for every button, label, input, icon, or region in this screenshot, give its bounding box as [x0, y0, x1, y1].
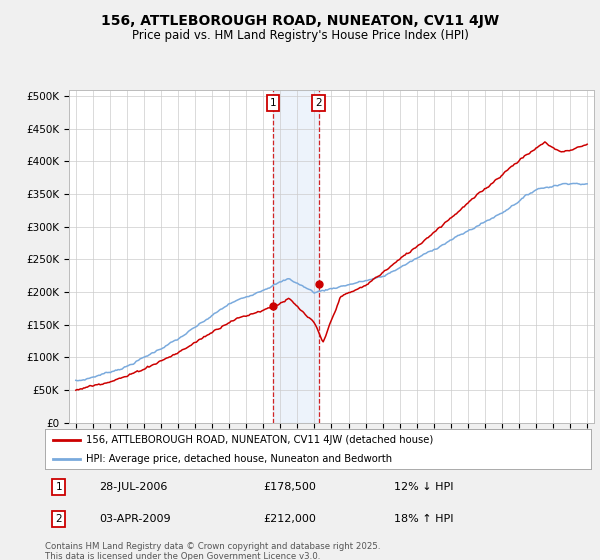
Text: 1: 1 — [270, 97, 277, 108]
Text: 12% ↓ HPI: 12% ↓ HPI — [394, 482, 454, 492]
Bar — [273, 90, 319, 423]
Text: 1: 1 — [55, 482, 62, 492]
Text: 156, ATTLEBOROUGH ROAD, NUNEATON, CV11 4JW (detached house): 156, ATTLEBOROUGH ROAD, NUNEATON, CV11 4… — [86, 435, 433, 445]
Text: 2: 2 — [55, 514, 62, 524]
Text: 28-JUL-2006: 28-JUL-2006 — [100, 482, 168, 492]
Text: Price paid vs. HM Land Registry's House Price Index (HPI): Price paid vs. HM Land Registry's House … — [131, 29, 469, 42]
Text: Contains HM Land Registry data © Crown copyright and database right 2025.
This d: Contains HM Land Registry data © Crown c… — [45, 542, 380, 560]
Text: HPI: Average price, detached house, Nuneaton and Bedworth: HPI: Average price, detached house, Nune… — [86, 454, 392, 464]
Text: £178,500: £178,500 — [263, 482, 316, 492]
Text: 2: 2 — [316, 97, 322, 108]
Text: £212,000: £212,000 — [263, 514, 316, 524]
Text: 18% ↑ HPI: 18% ↑ HPI — [394, 514, 454, 524]
Text: 156, ATTLEBOROUGH ROAD, NUNEATON, CV11 4JW: 156, ATTLEBOROUGH ROAD, NUNEATON, CV11 4… — [101, 14, 499, 28]
Text: 03-APR-2009: 03-APR-2009 — [100, 514, 171, 524]
